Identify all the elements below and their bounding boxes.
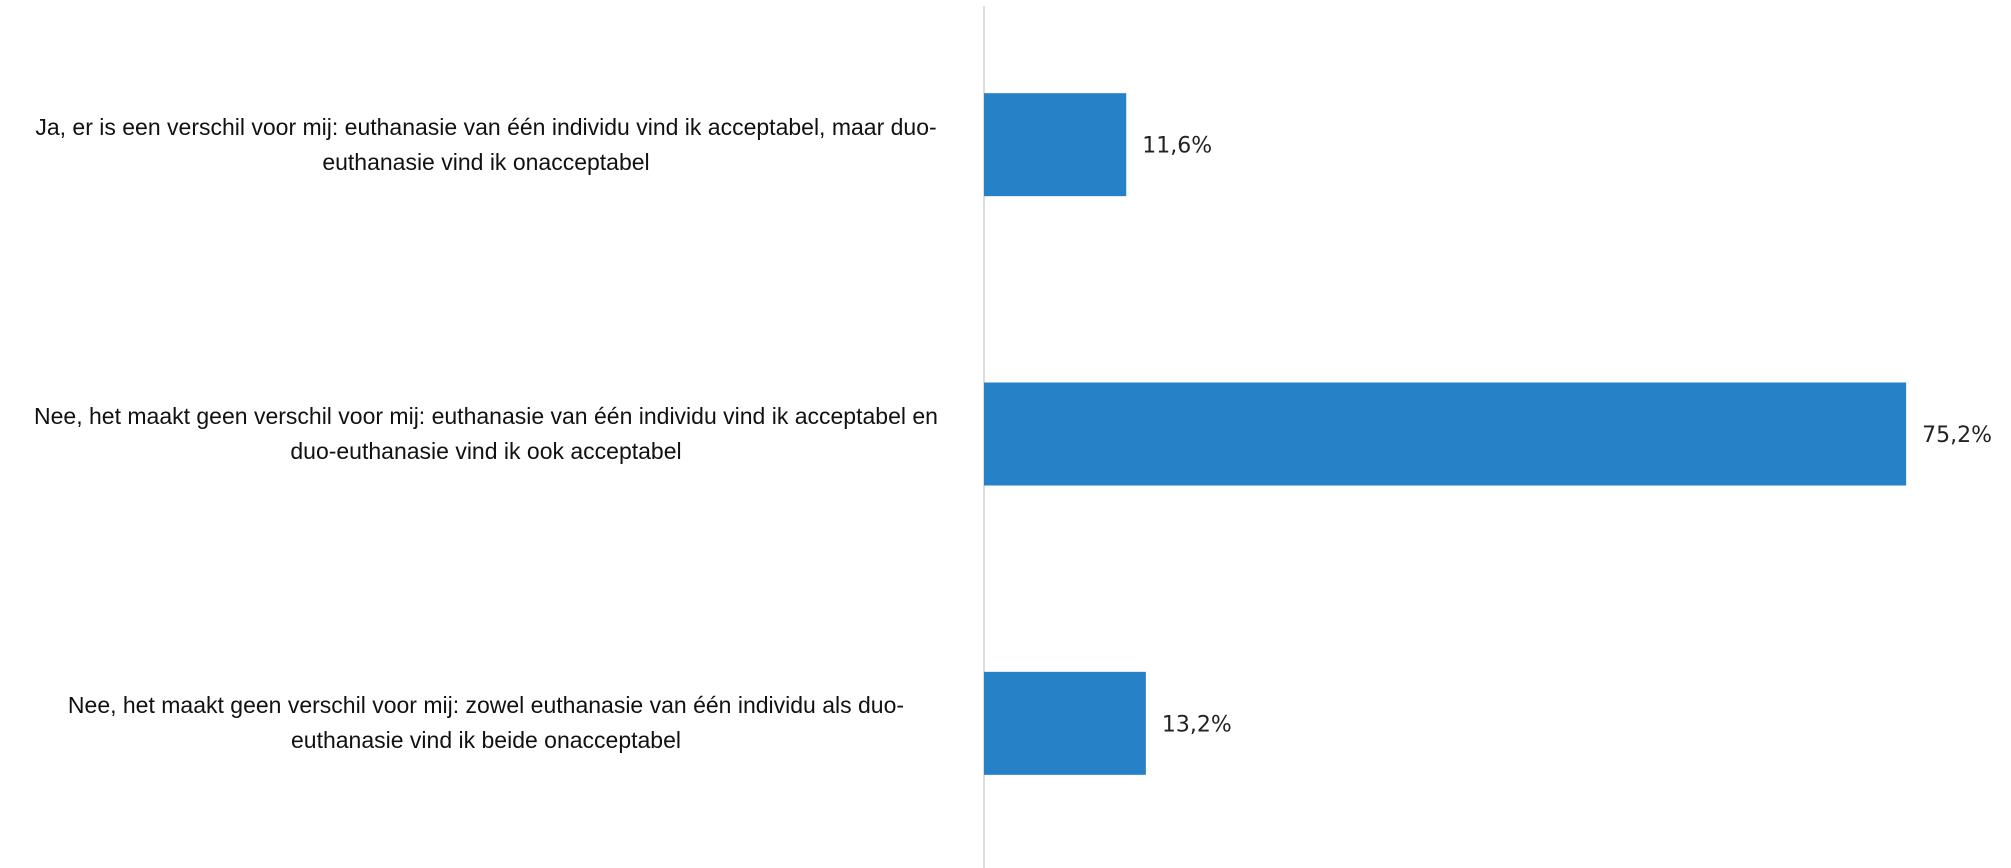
bar (984, 671, 1146, 775)
value-label: 13,2% (1162, 712, 1232, 737)
category-label: Ja, er is een verschil voor mij: euthana… (35, 113, 937, 175)
bar (984, 93, 1127, 197)
category-label: Nee, het maakt geen verschil voor mij: z… (67, 692, 905, 754)
bar (984, 382, 1907, 486)
category-label: Nee, het maakt geen verschil voor mij: e… (34, 403, 938, 464)
value-label: 75,2% (1922, 423, 1992, 448)
value-label: 11,6% (1142, 134, 1212, 159)
